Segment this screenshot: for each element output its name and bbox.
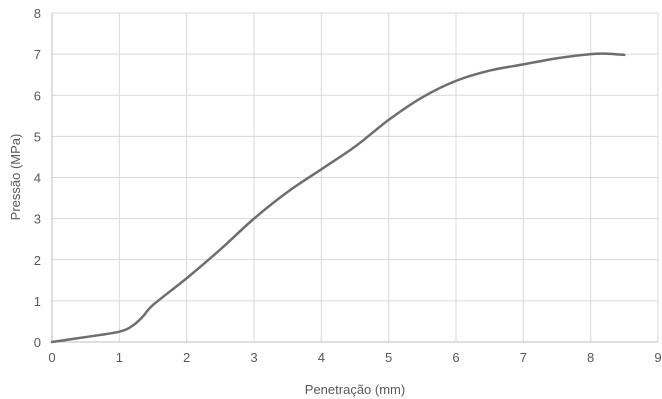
x-tick-label: 0: [48, 350, 55, 365]
y-tick-label: 6: [34, 88, 41, 103]
series-line: [50, 52, 626, 344]
x-tick-labels: 0 1 2 3 4 5 6 7 8 9: [48, 350, 661, 365]
y-tick-label: 8: [34, 6, 41, 21]
y-tick-labels: 0 1 2 3 4 5 6 7 8: [34, 6, 41, 350]
x-tick-label: 3: [250, 350, 257, 365]
y-tick-label: 0: [34, 335, 41, 350]
x-tick-label: 8: [587, 350, 594, 365]
series-layer: [50, 52, 626, 344]
x-axis-title: Penetração (mm): [305, 382, 405, 397]
y-tick-label: 4: [34, 171, 41, 186]
y-tick-label: 1: [34, 294, 41, 309]
y-tick-label: 5: [34, 129, 41, 144]
x-tick-label: 9: [654, 350, 661, 365]
y-tick-label: 3: [34, 212, 41, 227]
y-tick-label: 2: [34, 253, 41, 268]
y-tick-label: 7: [34, 47, 41, 62]
x-tick-label: 1: [116, 350, 123, 365]
x-tick-label: 7: [520, 350, 527, 365]
axes: [51, 13, 658, 343]
x-tick-label: 2: [183, 350, 190, 365]
x-tick-label: 6: [452, 350, 459, 365]
x-tick-label: 4: [318, 350, 325, 365]
y-axis-title: Pressão (MPa): [8, 134, 23, 221]
grid-lines: [52, 12, 659, 342]
x-tick-label: 5: [385, 350, 392, 365]
